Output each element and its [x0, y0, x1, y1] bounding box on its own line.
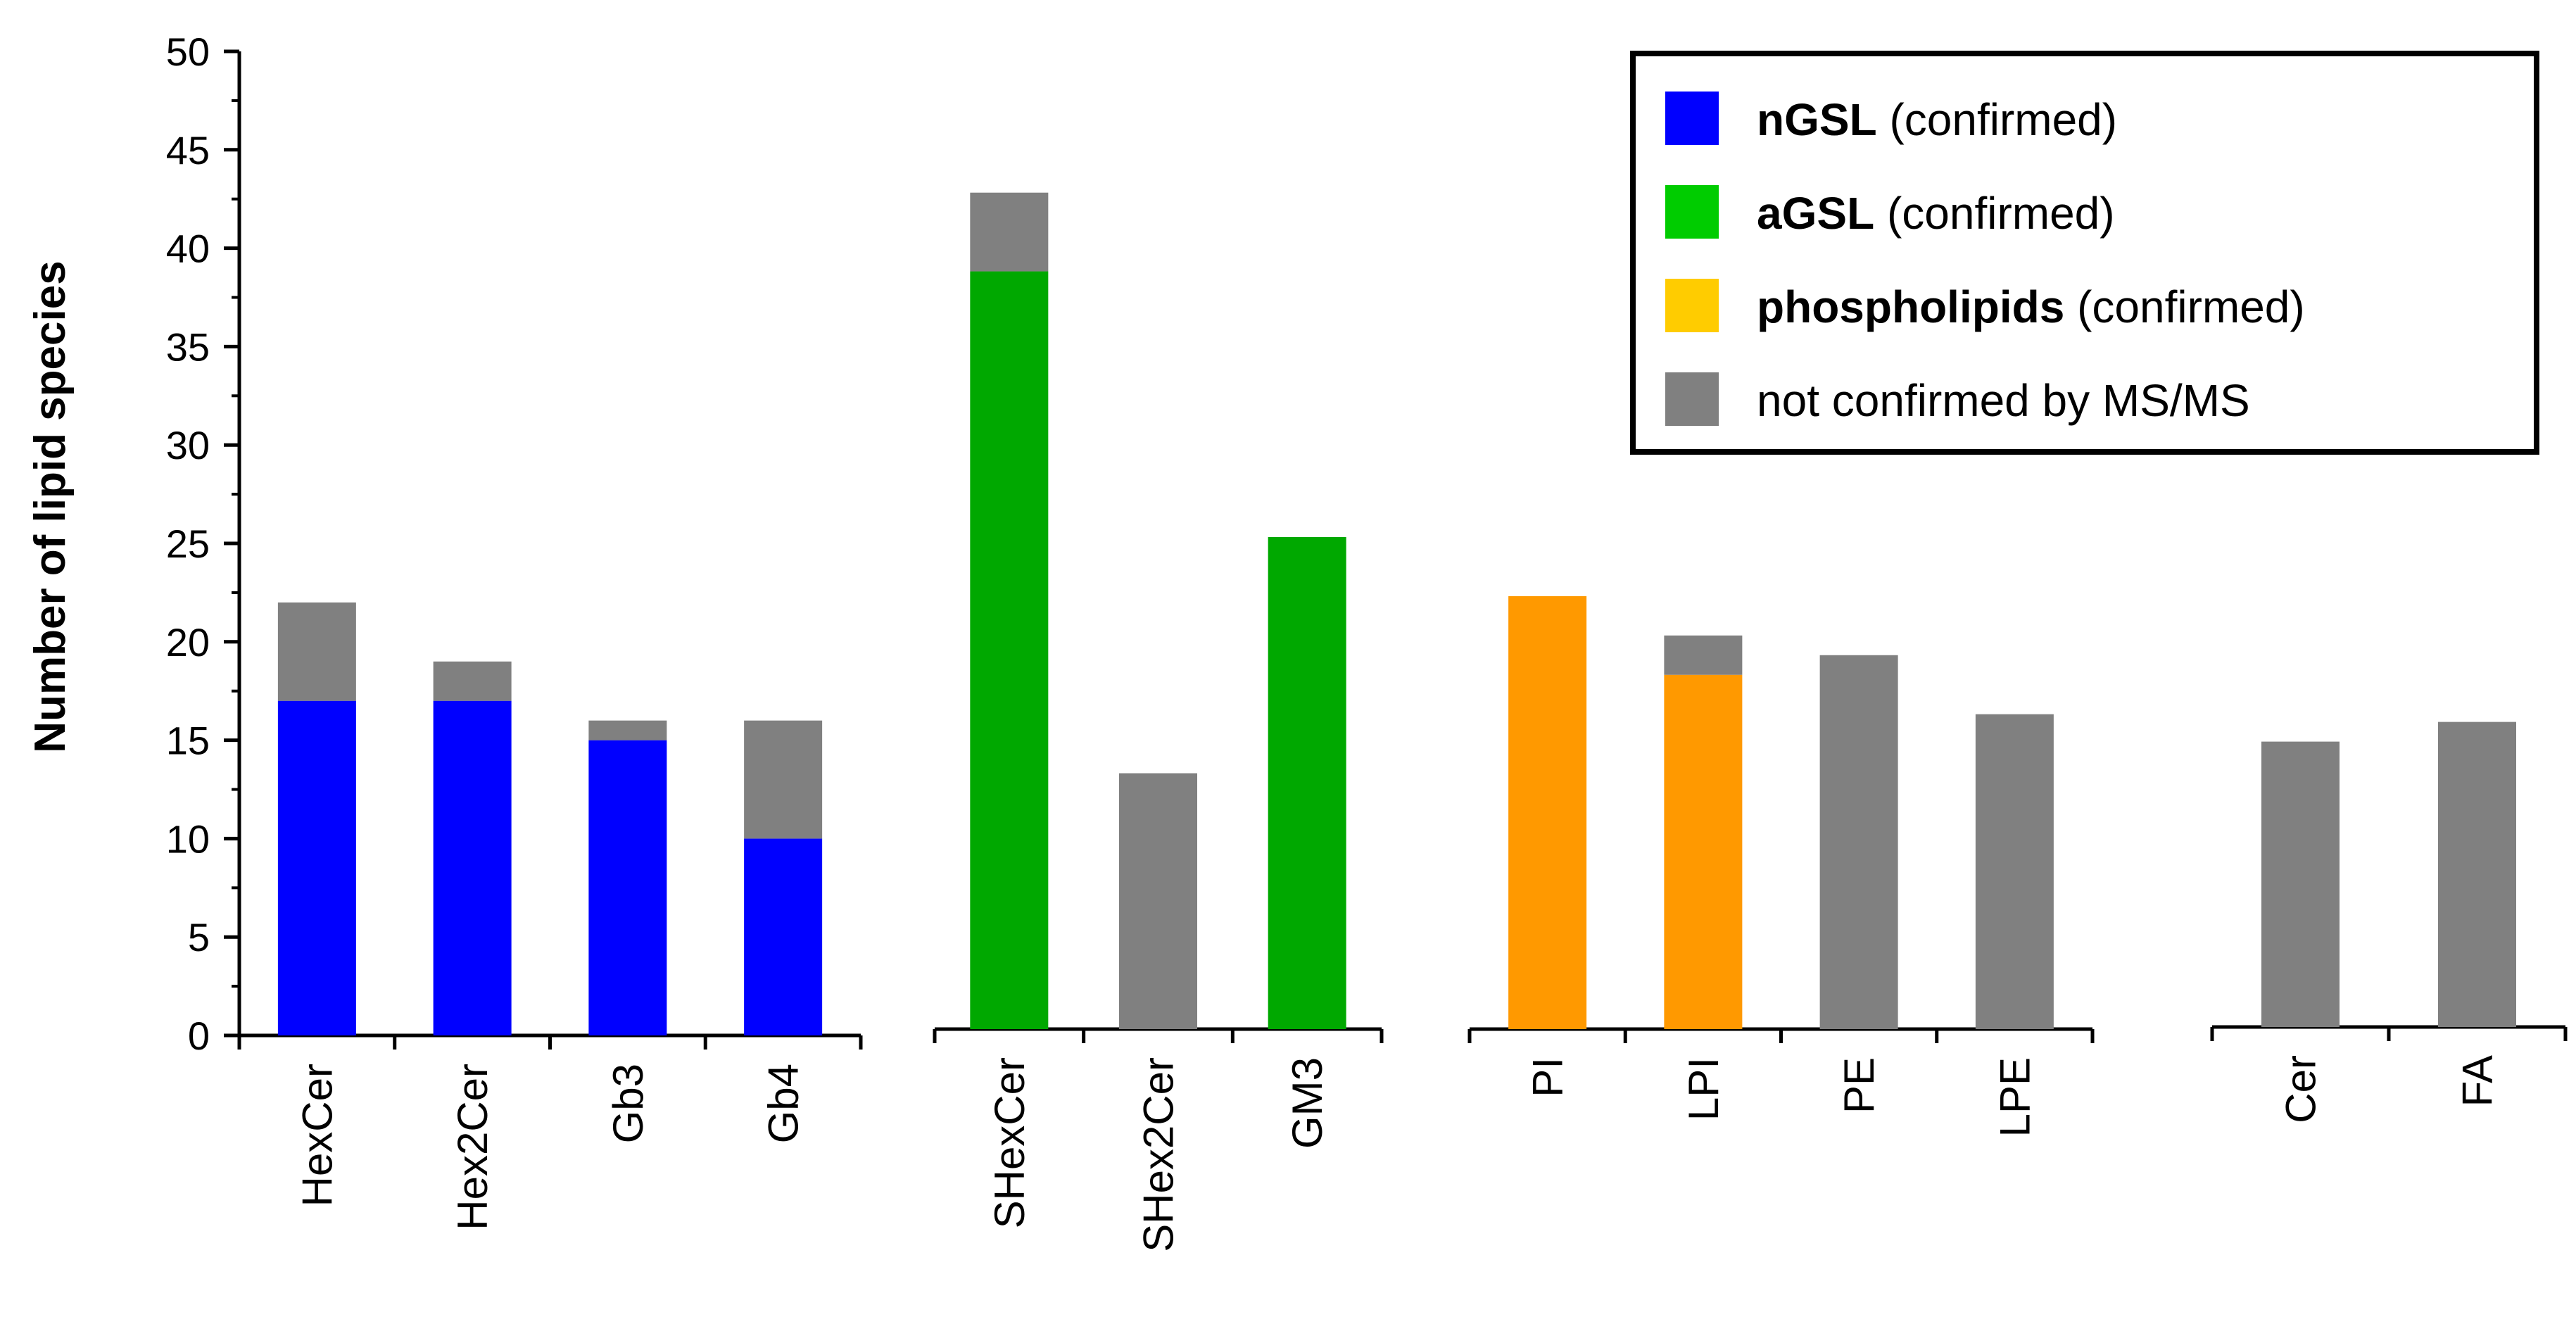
y-tick-label: 20	[166, 620, 210, 664]
legend-label-bold: phospholipids	[1757, 282, 2064, 332]
bar-group: SHexCer SHex2Cer GM3	[933, 192, 1384, 1252]
legend-label-aGSL: aGSL (confirmed)	[1757, 188, 2115, 239]
y-tick-label: 10	[166, 817, 210, 861]
bar-group: Cer FA	[2210, 721, 2568, 1123]
legend-swatch-nGSL	[1665, 92, 1719, 145]
x-category-label: PI	[1524, 1057, 1572, 1097]
bar-not-confirmed-fa	[2438, 721, 2516, 1027]
y-tick-label: 5	[188, 915, 210, 959]
bar-confirmed-hex2cer	[433, 700, 512, 1035]
bar-not-confirmed-cer	[2261, 741, 2340, 1027]
bar-not-confirmed-pe	[1819, 655, 1898, 1029]
bar-group: HexCer Hex2Cer Gb3 Gb4	[237, 602, 863, 1230]
bar-confirmed-gm3	[1268, 537, 1346, 1029]
y-tick-label: 50	[166, 30, 210, 74]
bar-confirmed-hexcer	[277, 700, 356, 1035]
bar-confirmed-shexcer	[970, 271, 1049, 1029]
x-category-label: Hex2Cer	[449, 1064, 496, 1230]
legend-label-nGSL: nGSL (confirmed)	[1757, 94, 2117, 145]
bar-not-confirmed-lpe	[1975, 714, 2054, 1029]
legend-label-bold: aGSL	[1757, 188, 1874, 239]
y-axis: 0 5 10 15 20 25 30 35 40 45 50	[166, 30, 241, 1058]
legend-swatch-phospholipids	[1665, 279, 1719, 332]
x-category-label: Cer	[2278, 1055, 2325, 1123]
bar-not-confirmed-shexcer	[970, 192, 1049, 272]
bar-confirmed-lpi	[1664, 674, 1743, 1029]
y-tick-label: 35	[166, 324, 210, 369]
x-category-label: SHexCer	[986, 1057, 1033, 1228]
y-tick-label: 40	[166, 227, 210, 271]
bar-not-confirmed-shex2cer	[1119, 773, 1197, 1029]
bar-not-confirmed-gb3	[588, 720, 667, 741]
legend-label-rest: (confirmed)	[2064, 282, 2304, 332]
legend: nGSL (confirmed)aGSL (confirmed)phosphol…	[1630, 51, 2539, 455]
x-category-label: LPE	[1991, 1057, 2038, 1137]
legend-swatch-aGSL	[1665, 185, 1719, 239]
bar-group: PI LPI PE LPE	[1467, 595, 2095, 1137]
legend-label-not_confirmed: not confirmed by MS/MS	[1757, 375, 2250, 426]
bar-confirmed-pi	[1508, 595, 1587, 1029]
bar-groups: HexCer Hex2Cer Gb3 Gb4 SHexCer SHex2Cer GM3 PI L…	[237, 192, 2568, 1252]
y-tick-label: 25	[166, 522, 210, 566]
x-category-label: SHex2Cer	[1135, 1057, 1182, 1252]
legend-label-phospholipids: phospholipids (confirmed)	[1757, 282, 2305, 332]
x-category-label: LPI	[1680, 1057, 1727, 1121]
legend-label-bold: nGSL	[1757, 94, 1877, 145]
y-tick-label: 0	[188, 1014, 210, 1058]
x-category-label: FA	[2454, 1055, 2501, 1107]
bar-confirmed-gb4	[744, 838, 823, 1035]
legend-swatch-not_confirmed	[1665, 372, 1719, 426]
bar-confirmed-gb3	[588, 740, 667, 1035]
legend-box	[1630, 51, 2539, 455]
x-category-label: Gb3	[605, 1064, 652, 1143]
x-category-label: PE	[1836, 1057, 1883, 1114]
legend-label-rest: (confirmed)	[1877, 94, 2117, 145]
y-axis-label: Number of lipid species	[26, 260, 75, 752]
x-category-label: GM3	[1284, 1057, 1331, 1149]
bar-not-confirmed-hex2cer	[433, 661, 512, 701]
bar-not-confirmed-gb4	[744, 720, 823, 839]
x-category-label: HexCer	[293, 1064, 341, 1206]
y-tick-label: 45	[166, 128, 210, 172]
y-tick-label: 30	[166, 423, 210, 467]
bar-not-confirmed-hexcer	[277, 602, 356, 701]
legend-label-rest: not confirmed by MS/MS	[1757, 375, 2250, 426]
legend-label-rest: (confirmed)	[1874, 188, 2114, 239]
y-tick-label: 15	[166, 719, 210, 763]
bar-not-confirmed-lpi	[1664, 635, 1743, 675]
x-category-label: Gb4	[760, 1064, 807, 1143]
